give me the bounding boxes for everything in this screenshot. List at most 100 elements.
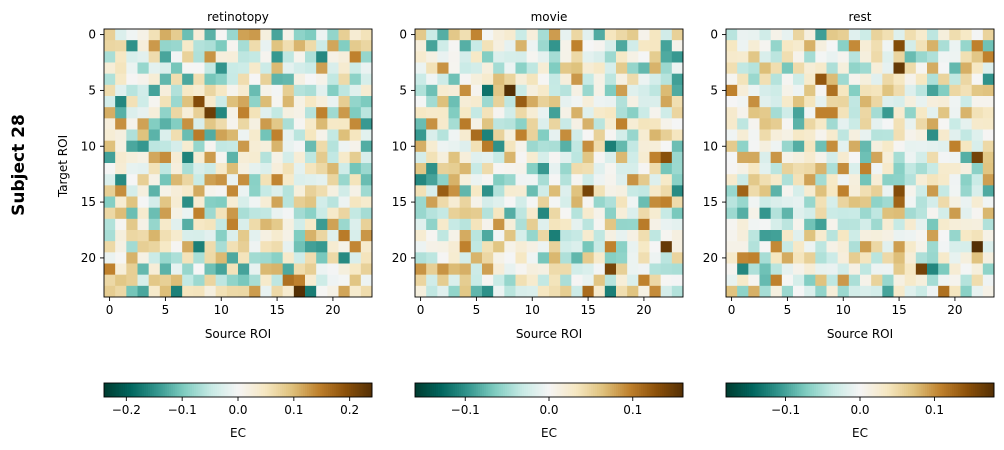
colorbar-segment <box>655 383 659 397</box>
heatmap-cell <box>282 285 295 298</box>
heatmap-cell <box>671 140 684 153</box>
heatmap-cell <box>748 207 760 220</box>
colorbar-segment <box>202 383 205 397</box>
heatmap-cell <box>238 51 250 63</box>
heatmap-cell <box>193 29 205 41</box>
heatmap-cell <box>593 252 606 264</box>
colorbar-segment <box>966 383 970 397</box>
heatmap-cell <box>338 62 351 75</box>
heatmap-cell <box>982 151 995 164</box>
heatmap-cell <box>582 107 595 119</box>
colorbar-segment <box>311 383 314 397</box>
heatmap-cell <box>627 73 639 86</box>
heatmap-cell <box>748 163 760 175</box>
colorbar-segment <box>244 383 247 397</box>
heatmap-cell <box>338 163 351 175</box>
heatmap-cell <box>938 196 950 209</box>
heatmap-cell <box>271 107 284 119</box>
heatmap-cell <box>115 118 127 130</box>
colorbar-segment <box>672 383 676 397</box>
heatmap-cell <box>493 241 505 253</box>
colorbar-segment <box>490 383 493 397</box>
colorbar-segment <box>530 383 533 397</box>
heatmap-cell <box>159 207 172 220</box>
heatmap-cell <box>893 241 906 253</box>
heatmap-cell <box>826 196 839 209</box>
heatmap-cell <box>349 140 362 153</box>
heatmap-cell <box>126 274 138 287</box>
heatmap-cell <box>249 196 261 209</box>
heatmap-cell <box>537 84 550 97</box>
heatmap-cell <box>871 185 883 197</box>
heatmap-cell <box>826 230 839 242</box>
heatmap-cell <box>759 40 772 52</box>
colorbar-segment <box>611 383 615 397</box>
heatmap-cell <box>148 62 161 75</box>
heatmap-cell <box>349 274 362 287</box>
heatmap-cell <box>448 263 461 276</box>
colorbar-segment <box>473 383 477 397</box>
heatmap-cell <box>137 73 150 86</box>
heatmap-cell <box>193 252 205 264</box>
heatmap-cell <box>616 263 628 276</box>
heatmap-cell <box>437 129 449 142</box>
heatmap-cell <box>305 274 317 287</box>
heatmap-cell <box>571 62 583 75</box>
heatmap-cell <box>504 62 516 75</box>
heatmap-cell <box>327 29 339 41</box>
heatmap-cell <box>871 151 883 164</box>
colorbar-segment <box>680 383 684 397</box>
heatmap-cell <box>660 118 673 130</box>
heatmap-cell <box>627 274 639 287</box>
colorbar-segment <box>114 383 117 397</box>
heatmap-cell <box>437 51 449 63</box>
heatmap-cell <box>249 241 261 253</box>
heatmap-cell <box>860 230 872 242</box>
heatmap-cell <box>104 218 116 231</box>
heatmap-cell <box>915 185 928 197</box>
heatmap-cell <box>470 174 483 186</box>
y-axis-label: Target ROI <box>56 135 70 198</box>
heatmap-cell <box>327 107 339 119</box>
heatmap-cell <box>226 73 239 86</box>
heatmap-cell <box>493 230 505 242</box>
heatmap-cell <box>660 196 673 209</box>
heatmap-cell <box>293 129 306 142</box>
heatmap-cell <box>282 163 295 175</box>
heatmap-cell <box>360 207 373 220</box>
colorbar-segment <box>365 383 369 397</box>
colorbar-segment <box>805 383 809 397</box>
heatmap-cell <box>305 84 317 97</box>
heatmap-cell <box>893 118 906 130</box>
heatmap-cell <box>927 62 939 75</box>
heatmap-cell <box>515 274 528 287</box>
heatmap-cell <box>115 218 127 231</box>
heatmap-cell <box>305 73 317 86</box>
heatmap-cell <box>826 73 839 86</box>
heatmap-cell <box>927 252 939 264</box>
heatmap-cell <box>549 29 561 41</box>
heatmap-cell <box>982 84 995 97</box>
heatmap-cell <box>748 140 760 153</box>
heatmap-cell <box>638 40 650 52</box>
heatmap-cell <box>271 84 284 97</box>
heatmap-cell <box>426 107 438 119</box>
heatmap-cell <box>904 274 917 287</box>
heatmap-cell <box>860 140 872 153</box>
colorbar-segment <box>448 383 451 397</box>
colorbar-segment <box>659 383 663 397</box>
heatmap-cell <box>549 230 561 242</box>
heatmap-cell <box>482 196 494 209</box>
colorbar-segment <box>359 383 362 397</box>
heatmap-cell <box>582 174 595 186</box>
heatmap-cell <box>415 263 427 276</box>
heatmap-cell <box>338 96 351 108</box>
heatmap-cell <box>982 96 995 108</box>
heatmap-cell <box>793 107 805 119</box>
heatmap-cell <box>415 185 427 197</box>
heatmap-cell <box>915 263 928 276</box>
colorbar-segment <box>147 383 151 397</box>
heatmap-cell <box>660 263 673 276</box>
heatmap-cell <box>171 118 183 130</box>
heatmap-cell <box>671 73 684 86</box>
